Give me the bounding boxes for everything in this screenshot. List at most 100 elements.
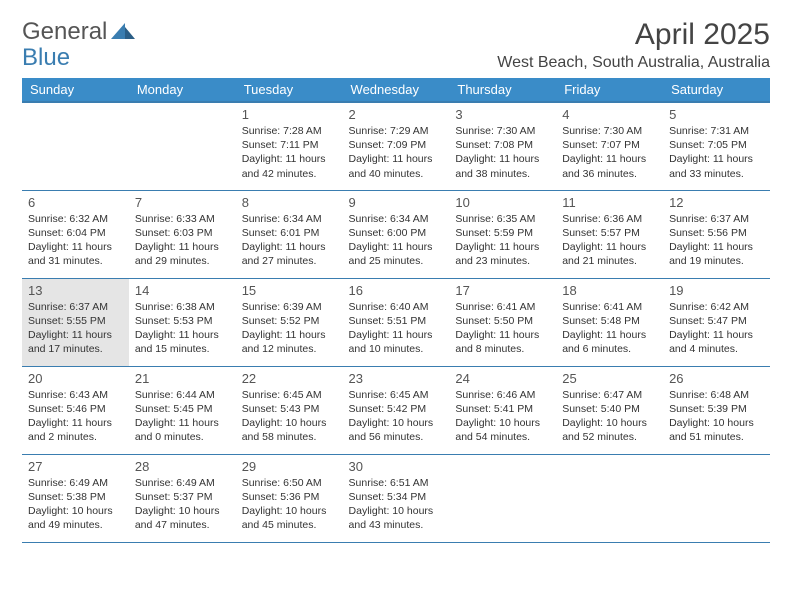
daylight-text: Daylight: 11 hours and 6 minutes.: [562, 328, 657, 356]
day-number: 24: [455, 371, 550, 386]
day-number: 9: [349, 195, 444, 210]
sunrise-text: Sunrise: 6:37 AM: [28, 300, 123, 314]
day-info: Sunrise: 6:37 AMSunset: 5:55 PMDaylight:…: [28, 300, 123, 357]
sunset-text: Sunset: 5:53 PM: [135, 314, 230, 328]
sunrise-text: Sunrise: 6:33 AM: [135, 212, 230, 226]
logo-text-general: General: [22, 18, 107, 46]
sunset-text: Sunset: 5:46 PM: [28, 402, 123, 416]
sunset-text: Sunset: 5:36 PM: [242, 490, 337, 504]
day-number: 18: [562, 283, 657, 298]
daylight-text: Daylight: 11 hours and 10 minutes.: [349, 328, 444, 356]
day-number: 26: [669, 371, 764, 386]
sunset-text: Sunset: 5:57 PM: [562, 226, 657, 240]
sunset-text: Sunset: 5:45 PM: [135, 402, 230, 416]
sunrise-text: Sunrise: 6:39 AM: [242, 300, 337, 314]
day-info: Sunrise: 6:47 AMSunset: 5:40 PMDaylight:…: [562, 388, 657, 445]
weekday-header: Friday: [556, 78, 663, 102]
daylight-text: Daylight: 10 hours and 54 minutes.: [455, 416, 550, 444]
calendar-day-cell: 13Sunrise: 6:37 AMSunset: 5:55 PMDayligh…: [22, 278, 129, 366]
daylight-text: Daylight: 10 hours and 56 minutes.: [349, 416, 444, 444]
day-number: 29: [242, 459, 337, 474]
daylight-text: Daylight: 11 hours and 33 minutes.: [669, 152, 764, 180]
day-number: 15: [242, 283, 337, 298]
calendar-day-cell: 18 Sunrise: 6:41 AMSunset: 5:48 PMDayligh…: [556, 278, 663, 366]
calendar-day-cell: 24 Sunrise: 6:46 AMSunset: 5:41 PMDayligh…: [449, 366, 556, 454]
calendar-day-cell: 15 Sunrise: 6:39 AMSunset: 5:52 PMDayligh…: [236, 278, 343, 366]
sunrise-text: Sunrise: 6:44 AM: [135, 388, 230, 402]
day-info: Sunrise: 6:48 AMSunset: 5:39 PMDaylight:…: [669, 388, 764, 445]
daylight-text: Daylight: 11 hours and 40 minutes.: [349, 152, 444, 180]
day-info: Sunrise: 7:29 AMSunset: 7:09 PMDaylight:…: [349, 124, 444, 181]
calendar-week-row: 1Sunrise: 7:28 AMSunset: 7:11 PMDaylight…: [22, 102, 770, 190]
sunset-text: Sunset: 5:40 PM: [562, 402, 657, 416]
calendar-day-cell: 1Sunrise: 7:28 AMSunset: 7:11 PMDaylight…: [236, 102, 343, 190]
day-number: 3: [455, 107, 550, 122]
day-number: 7: [135, 195, 230, 210]
sunset-text: Sunset: 5:50 PM: [455, 314, 550, 328]
day-info: Sunrise: 6:49 AMSunset: 5:38 PMDaylight:…: [28, 476, 123, 533]
day-info: Sunrise: 6:49 AMSunset: 5:37 PMDaylight:…: [135, 476, 230, 533]
sunrise-text: Sunrise: 6:45 AM: [349, 388, 444, 402]
daylight-text: Daylight: 11 hours and 31 minutes.: [28, 240, 123, 268]
calendar-day-cell: 23Sunrise: 6:45 AMSunset: 5:42 PMDayligh…: [343, 366, 450, 454]
day-info: Sunrise: 6:46 AMSunset: 5:41 PMDaylight:…: [455, 388, 550, 445]
calendar-day-cell: 22Sunrise: 6:45 AMSunset: 5:43 PMDayligh…: [236, 366, 343, 454]
sunrise-text: Sunrise: 6:34 AM: [349, 212, 444, 226]
sunrise-text: Sunrise: 6:49 AM: [28, 476, 123, 490]
day-info: Sunrise: 6:41 AMSunset: 5:48 PMDaylight:…: [562, 300, 657, 357]
day-number: 17: [455, 283, 550, 298]
logo: General: [22, 18, 135, 46]
daylight-text: Daylight: 10 hours and 51 minutes.: [669, 416, 764, 444]
sunset-text: Sunset: 5:59 PM: [455, 226, 550, 240]
calendar-day-cell: 8Sunrise: 6:34 AMSunset: 6:01 PMDaylight…: [236, 190, 343, 278]
calendar-day-cell: [449, 454, 556, 542]
daylight-text: Daylight: 11 hours and 25 minutes.: [349, 240, 444, 268]
day-info: Sunrise: 6:35 AMSunset: 5:59 PMDaylight:…: [455, 212, 550, 269]
sunrise-text: Sunrise: 6:48 AM: [669, 388, 764, 402]
day-number: 14: [135, 283, 230, 298]
day-number: 10: [455, 195, 550, 210]
daylight-text: Daylight: 11 hours and 23 minutes.: [455, 240, 550, 268]
daylight-text: Daylight: 11 hours and 2 minutes.: [28, 416, 123, 444]
calendar-day-cell: 25 Sunrise: 6:47 AMSunset: 5:40 PMDayligh…: [556, 366, 663, 454]
calendar-day-cell: [22, 102, 129, 190]
sunrise-text: Sunrise: 6:50 AM: [242, 476, 337, 490]
calendar-day-cell: 6Sunrise: 6:32 AMSunset: 6:04 PMDaylight…: [22, 190, 129, 278]
daylight-text: Daylight: 11 hours and 21 minutes.: [562, 240, 657, 268]
daylight-text: Daylight: 10 hours and 49 minutes.: [28, 504, 123, 532]
day-info: Sunrise: 7:30 AMSunset: 7:08 PMDaylight:…: [455, 124, 550, 181]
sunrise-text: Sunrise: 6:36 AM: [562, 212, 657, 226]
day-number: 12: [669, 195, 764, 210]
sunrise-text: Sunrise: 7:28 AM: [242, 124, 337, 138]
sunrise-text: Sunrise: 6:49 AM: [135, 476, 230, 490]
sunset-text: Sunset: 5:38 PM: [28, 490, 123, 504]
calendar-day-cell: 4Sunrise: 7:30 AMSunset: 7:07 PMDaylight…: [556, 102, 663, 190]
calendar-week-row: 20Sunrise: 6:43 AMSunset: 5:46 PMDayligh…: [22, 366, 770, 454]
daylight-text: Daylight: 10 hours and 58 minutes.: [242, 416, 337, 444]
sunset-text: Sunset: 7:05 PM: [669, 138, 764, 152]
sunset-text: Sunset: 6:00 PM: [349, 226, 444, 240]
day-number: 23: [349, 371, 444, 386]
sunset-text: Sunset: 6:03 PM: [135, 226, 230, 240]
sunset-text: Sunset: 5:48 PM: [562, 314, 657, 328]
calendar-week-row: 13Sunrise: 6:37 AMSunset: 5:55 PMDayligh…: [22, 278, 770, 366]
calendar-day-cell: 2 Sunrise: 7:29 AMSunset: 7:09 PMDaylight…: [343, 102, 450, 190]
day-info: Sunrise: 6:34 AMSunset: 6:00 PMDaylight:…: [349, 212, 444, 269]
calendar-day-cell: 9 Sunrise: 6:34 AMSunset: 6:00 PMDaylight…: [343, 190, 450, 278]
sunset-text: Sunset: 5:43 PM: [242, 402, 337, 416]
day-number: 25: [562, 371, 657, 386]
sunrise-text: Sunrise: 7:29 AM: [349, 124, 444, 138]
weekday-header: Tuesday: [236, 78, 343, 102]
daylight-text: Daylight: 11 hours and 19 minutes.: [669, 240, 764, 268]
sunrise-text: Sunrise: 7:30 AM: [562, 124, 657, 138]
day-number: 19: [669, 283, 764, 298]
calendar-day-cell: 29Sunrise: 6:50 AMSunset: 5:36 PMDayligh…: [236, 454, 343, 542]
day-number: 11: [562, 195, 657, 210]
day-number: 28: [135, 459, 230, 474]
calendar-day-cell: [663, 454, 770, 542]
calendar-day-cell: 17Sunrise: 6:41 AMSunset: 5:50 PMDayligh…: [449, 278, 556, 366]
day-number: 2: [349, 107, 444, 122]
calendar-day-cell: 26 Sunrise: 6:48 AMSunset: 5:39 PMDayligh…: [663, 366, 770, 454]
weekday-header: Sunday: [22, 78, 129, 102]
day-info: Sunrise: 6:39 AMSunset: 5:52 PMDaylight:…: [242, 300, 337, 357]
